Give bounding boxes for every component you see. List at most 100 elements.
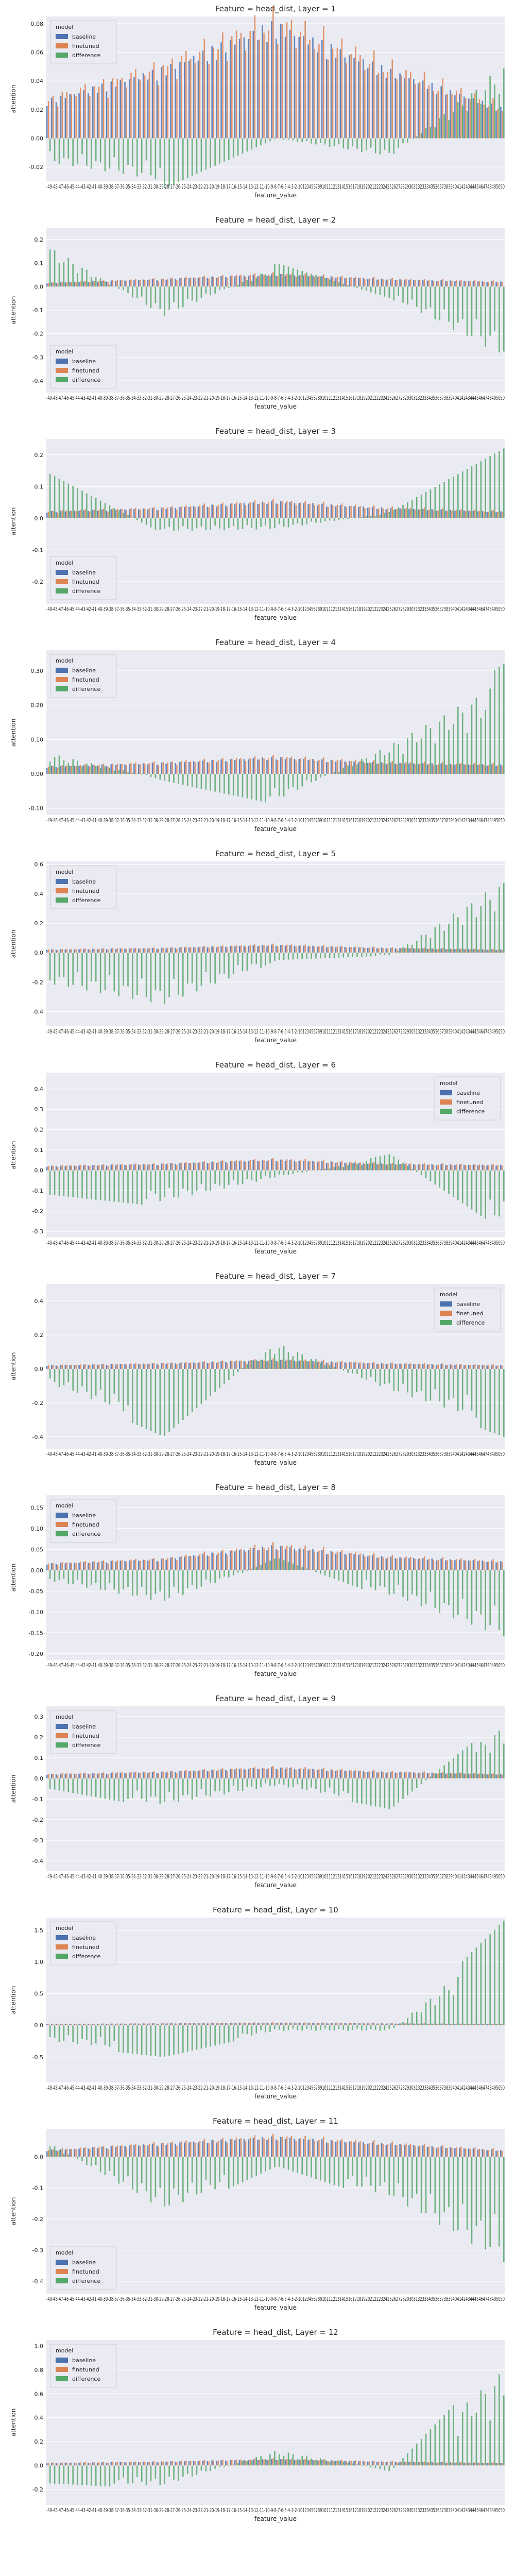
bar-finetuned [57, 1366, 59, 1369]
legend-label-difference: difference [72, 1742, 100, 1749]
bar-baseline [60, 1773, 62, 1778]
bar-difference [251, 1569, 253, 1570]
bar-finetuned [414, 510, 416, 518]
bar-finetuned [391, 761, 393, 774]
bar-baseline [110, 2023, 112, 2026]
bar-difference [475, 1570, 477, 1612]
bar-difference [333, 2025, 335, 2031]
bar-finetuned [332, 2023, 334, 2026]
bar-baseline [294, 2139, 296, 2157]
bar-baseline [119, 2023, 121, 2026]
bar-difference [439, 286, 440, 320]
bar-baseline [500, 2463, 502, 2466]
bar-baseline [271, 21, 272, 139]
bar-difference [150, 1170, 152, 1191]
bar-baseline [284, 945, 286, 953]
bar-finetuned [272, 943, 274, 953]
bar-difference [499, 451, 500, 518]
bar-difference [54, 757, 56, 774]
bar-baseline [450, 90, 451, 139]
bar-baseline [399, 1772, 401, 1778]
bar-difference [283, 138, 285, 140]
bar-difference [448, 479, 450, 518]
bar-baseline [284, 503, 286, 518]
bar-difference [407, 944, 408, 953]
bar-finetuned [405, 507, 407, 518]
bar-baseline [197, 506, 199, 518]
bar-difference [150, 2025, 152, 2056]
bar-finetuned [162, 1771, 164, 1778]
bar-finetuned [295, 760, 297, 774]
bar-baseline [64, 949, 66, 953]
bar-difference [494, 453, 495, 518]
bar-baseline [119, 1561, 121, 1570]
bar-finetuned [222, 502, 224, 518]
bar-baseline [92, 765, 94, 774]
bar-finetuned [295, 2141, 297, 2157]
y-tick-label: -0.4 [32, 2278, 43, 2285]
bar-baseline [445, 511, 447, 518]
bar-finetuned [474, 1773, 476, 1778]
bar-finetuned [419, 280, 421, 287]
bar-difference [352, 2463, 353, 2466]
bar-finetuned [245, 761, 247, 774]
bar-finetuned [314, 1362, 315, 1369]
bar-finetuned [309, 946, 311, 953]
bar-finetuned [437, 510, 439, 518]
bar-finetuned [281, 2022, 283, 2026]
bar-baseline [298, 275, 300, 287]
bar-finetuned [410, 71, 411, 139]
bar-difference [457, 706, 459, 774]
bar-difference [200, 138, 202, 172]
bar-finetuned [414, 83, 416, 139]
bar-baseline [151, 2143, 153, 2157]
bar-baseline [321, 1161, 323, 1171]
bar-finetuned [502, 2024, 503, 2026]
bar-baseline [64, 2149, 66, 2157]
bar-finetuned [442, 78, 443, 139]
bar-difference [453, 111, 454, 139]
bar-difference [95, 138, 97, 162]
bar-difference [329, 1778, 331, 1788]
chart-svg: Feature = head_dist, Layer = 4-0.100.000… [10, 638, 505, 833]
bar-difference [311, 518, 312, 522]
bar-difference [104, 281, 106, 287]
bar-finetuned [107, 282, 109, 287]
bar-difference [448, 2410, 450, 2466]
y-tick-label: 0.2 [35, 236, 44, 243]
bar-finetuned [322, 274, 324, 287]
y-tick-label: -0.2 [32, 579, 43, 585]
y-tick-label: 0.2 [35, 1734, 44, 1741]
bar-baseline [133, 764, 135, 774]
bar-finetuned [451, 949, 453, 953]
bar-difference [301, 774, 303, 787]
bar-baseline [69, 2463, 71, 2466]
bar-finetuned [231, 2023, 233, 2026]
bar-finetuned [309, 759, 311, 774]
bar-baseline [151, 508, 153, 518]
bar-difference [191, 1170, 193, 1196]
bar-finetuned [112, 509, 114, 518]
bar-difference [242, 2025, 244, 2033]
bar-baseline [436, 2463, 438, 2466]
bar-difference [86, 764, 88, 774]
bar-finetuned [116, 1560, 118, 1570]
bar-finetuned [268, 275, 269, 287]
bar-difference [251, 774, 253, 800]
bar-finetuned [290, 944, 293, 953]
bar-baseline [381, 1771, 383, 1778]
bar-baseline [165, 948, 167, 953]
bar-difference [324, 2459, 326, 2466]
bar-difference [393, 743, 394, 774]
bar-baseline [156, 1164, 158, 1171]
bar-baseline [445, 281, 447, 287]
bar-finetuned [318, 276, 320, 287]
bar-finetuned [181, 1555, 182, 1570]
bar-difference [159, 774, 161, 780]
bar-difference [86, 138, 88, 166]
bar-baseline [184, 2023, 185, 2026]
legend-swatch-baseline [56, 1935, 68, 1940]
bar-baseline [184, 278, 185, 287]
bar-difference [461, 713, 464, 774]
bar-finetuned [377, 1557, 380, 1570]
